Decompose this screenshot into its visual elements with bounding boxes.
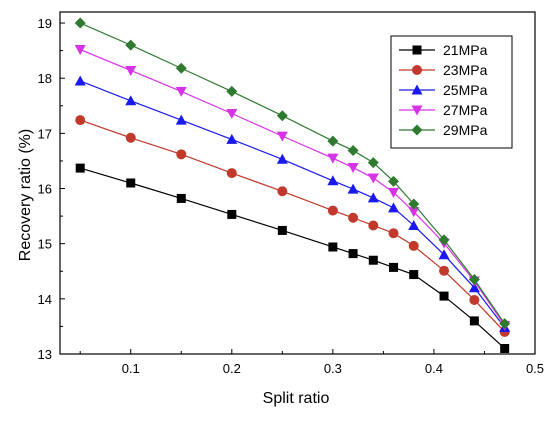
data-point-23MPa	[75, 115, 86, 126]
data-point-25MPa	[388, 202, 400, 213]
data-point-25MPa	[74, 75, 86, 86]
data-point-21MPa	[348, 249, 358, 259]
data-point-29MPa	[175, 62, 187, 74]
data-point-27MPa	[388, 187, 400, 198]
data-point-27MPa	[347, 163, 359, 174]
data-point-25MPa	[347, 183, 359, 194]
legend-marker	[411, 105, 423, 116]
data-point-27MPa	[125, 65, 137, 76]
data-point-23MPa	[388, 228, 399, 239]
data-point-21MPa	[75, 163, 85, 173]
legend-label: 23MPa	[443, 62, 488, 78]
y-tick-label: 19	[38, 16, 52, 31]
x-tick-label: 0.3	[324, 361, 342, 376]
legend-box	[390, 35, 513, 149]
data-point-23MPa	[348, 212, 359, 223]
data-point-27MPa	[276, 131, 288, 142]
data-point-25MPa	[367, 192, 379, 203]
data-point-25MPa	[125, 95, 137, 106]
data-point-23MPa	[327, 205, 338, 216]
legend-marker	[412, 45, 422, 55]
data-point-29MPa	[499, 318, 511, 330]
data-point-21MPa	[126, 178, 136, 188]
data-point-23MPa	[176, 149, 187, 160]
y-tick-label: 18	[38, 71, 52, 86]
data-point-21MPa	[500, 343, 510, 353]
data-point-29MPa	[74, 17, 86, 29]
data-point-27MPa	[175, 86, 187, 97]
data-point-21MPa	[439, 291, 449, 301]
legend: 21MPa 23MPa 25MPa 27MPa 29MPa	[390, 35, 513, 149]
x-tick-label: 0.5	[526, 361, 544, 376]
data-point-21MPa	[368, 255, 378, 265]
data-point-29MPa	[388, 175, 400, 187]
y-tick-label: 15	[38, 237, 52, 252]
legend-label: 25MPa	[443, 82, 488, 98]
data-point-23MPa	[469, 294, 480, 305]
data-point-25MPa	[175, 114, 187, 125]
data-point-21MPa	[277, 225, 287, 235]
data-point-21MPa	[469, 316, 479, 326]
legend-label: 29MPa	[443, 122, 488, 138]
data-point-27MPa	[327, 153, 339, 164]
data-point-27MPa	[74, 45, 86, 56]
legend-marker	[411, 124, 423, 136]
data-point-29MPa	[367, 157, 379, 169]
data-point-23MPa	[439, 265, 450, 276]
data-point-29MPa	[327, 135, 339, 147]
data-point-25MPa	[276, 153, 288, 164]
x-tick-label: 0.1	[122, 361, 140, 376]
data-point-23MPa	[226, 168, 237, 179]
data-point-23MPa	[368, 220, 379, 231]
data-point-27MPa	[408, 207, 420, 218]
legend-marker	[411, 84, 423, 95]
data-point-29MPa	[347, 144, 359, 156]
legend-marker	[412, 65, 422, 75]
y-tick-label: 17	[38, 126, 52, 141]
legend-label: 21MPa	[443, 42, 488, 58]
data-point-27MPa	[367, 173, 379, 184]
x-tick-label: 0.2	[223, 361, 241, 376]
data-point-29MPa	[226, 85, 238, 97]
y-tick-label: 14	[38, 292, 52, 307]
data-point-29MPa	[468, 274, 480, 286]
data-point-25MPa	[408, 219, 420, 230]
legend-label: 27MPa	[443, 102, 488, 118]
data-point-29MPa	[438, 234, 450, 246]
data-point-23MPa	[125, 132, 136, 143]
plot-frame	[59, 11, 536, 355]
y-tick-label: 16	[38, 182, 52, 197]
data-point-23MPa	[277, 186, 288, 197]
data-point-21MPa	[409, 270, 419, 280]
data-point-25MPa	[438, 249, 450, 260]
y-axis-label: Recovery ratio (%)	[17, 129, 34, 261]
data-point-29MPa	[125, 39, 137, 51]
data-point-25MPa	[468, 282, 480, 293]
data-point-25MPa	[327, 175, 339, 186]
data-point-25MPa	[226, 133, 238, 144]
data-point-21MPa	[328, 242, 338, 252]
data-point-29MPa	[408, 198, 420, 210]
data-point-21MPa	[176, 193, 186, 203]
y-tick-label: 13	[38, 347, 52, 362]
data-point-23MPa	[408, 240, 419, 251]
data-point-29MPa	[276, 110, 288, 122]
data-point-27MPa	[226, 108, 238, 119]
data-point-21MPa	[227, 209, 237, 219]
x-axis-label: Split ratio	[263, 390, 330, 407]
x-tick-label: 0.4	[425, 361, 443, 376]
data-point-21MPa	[389, 262, 399, 272]
